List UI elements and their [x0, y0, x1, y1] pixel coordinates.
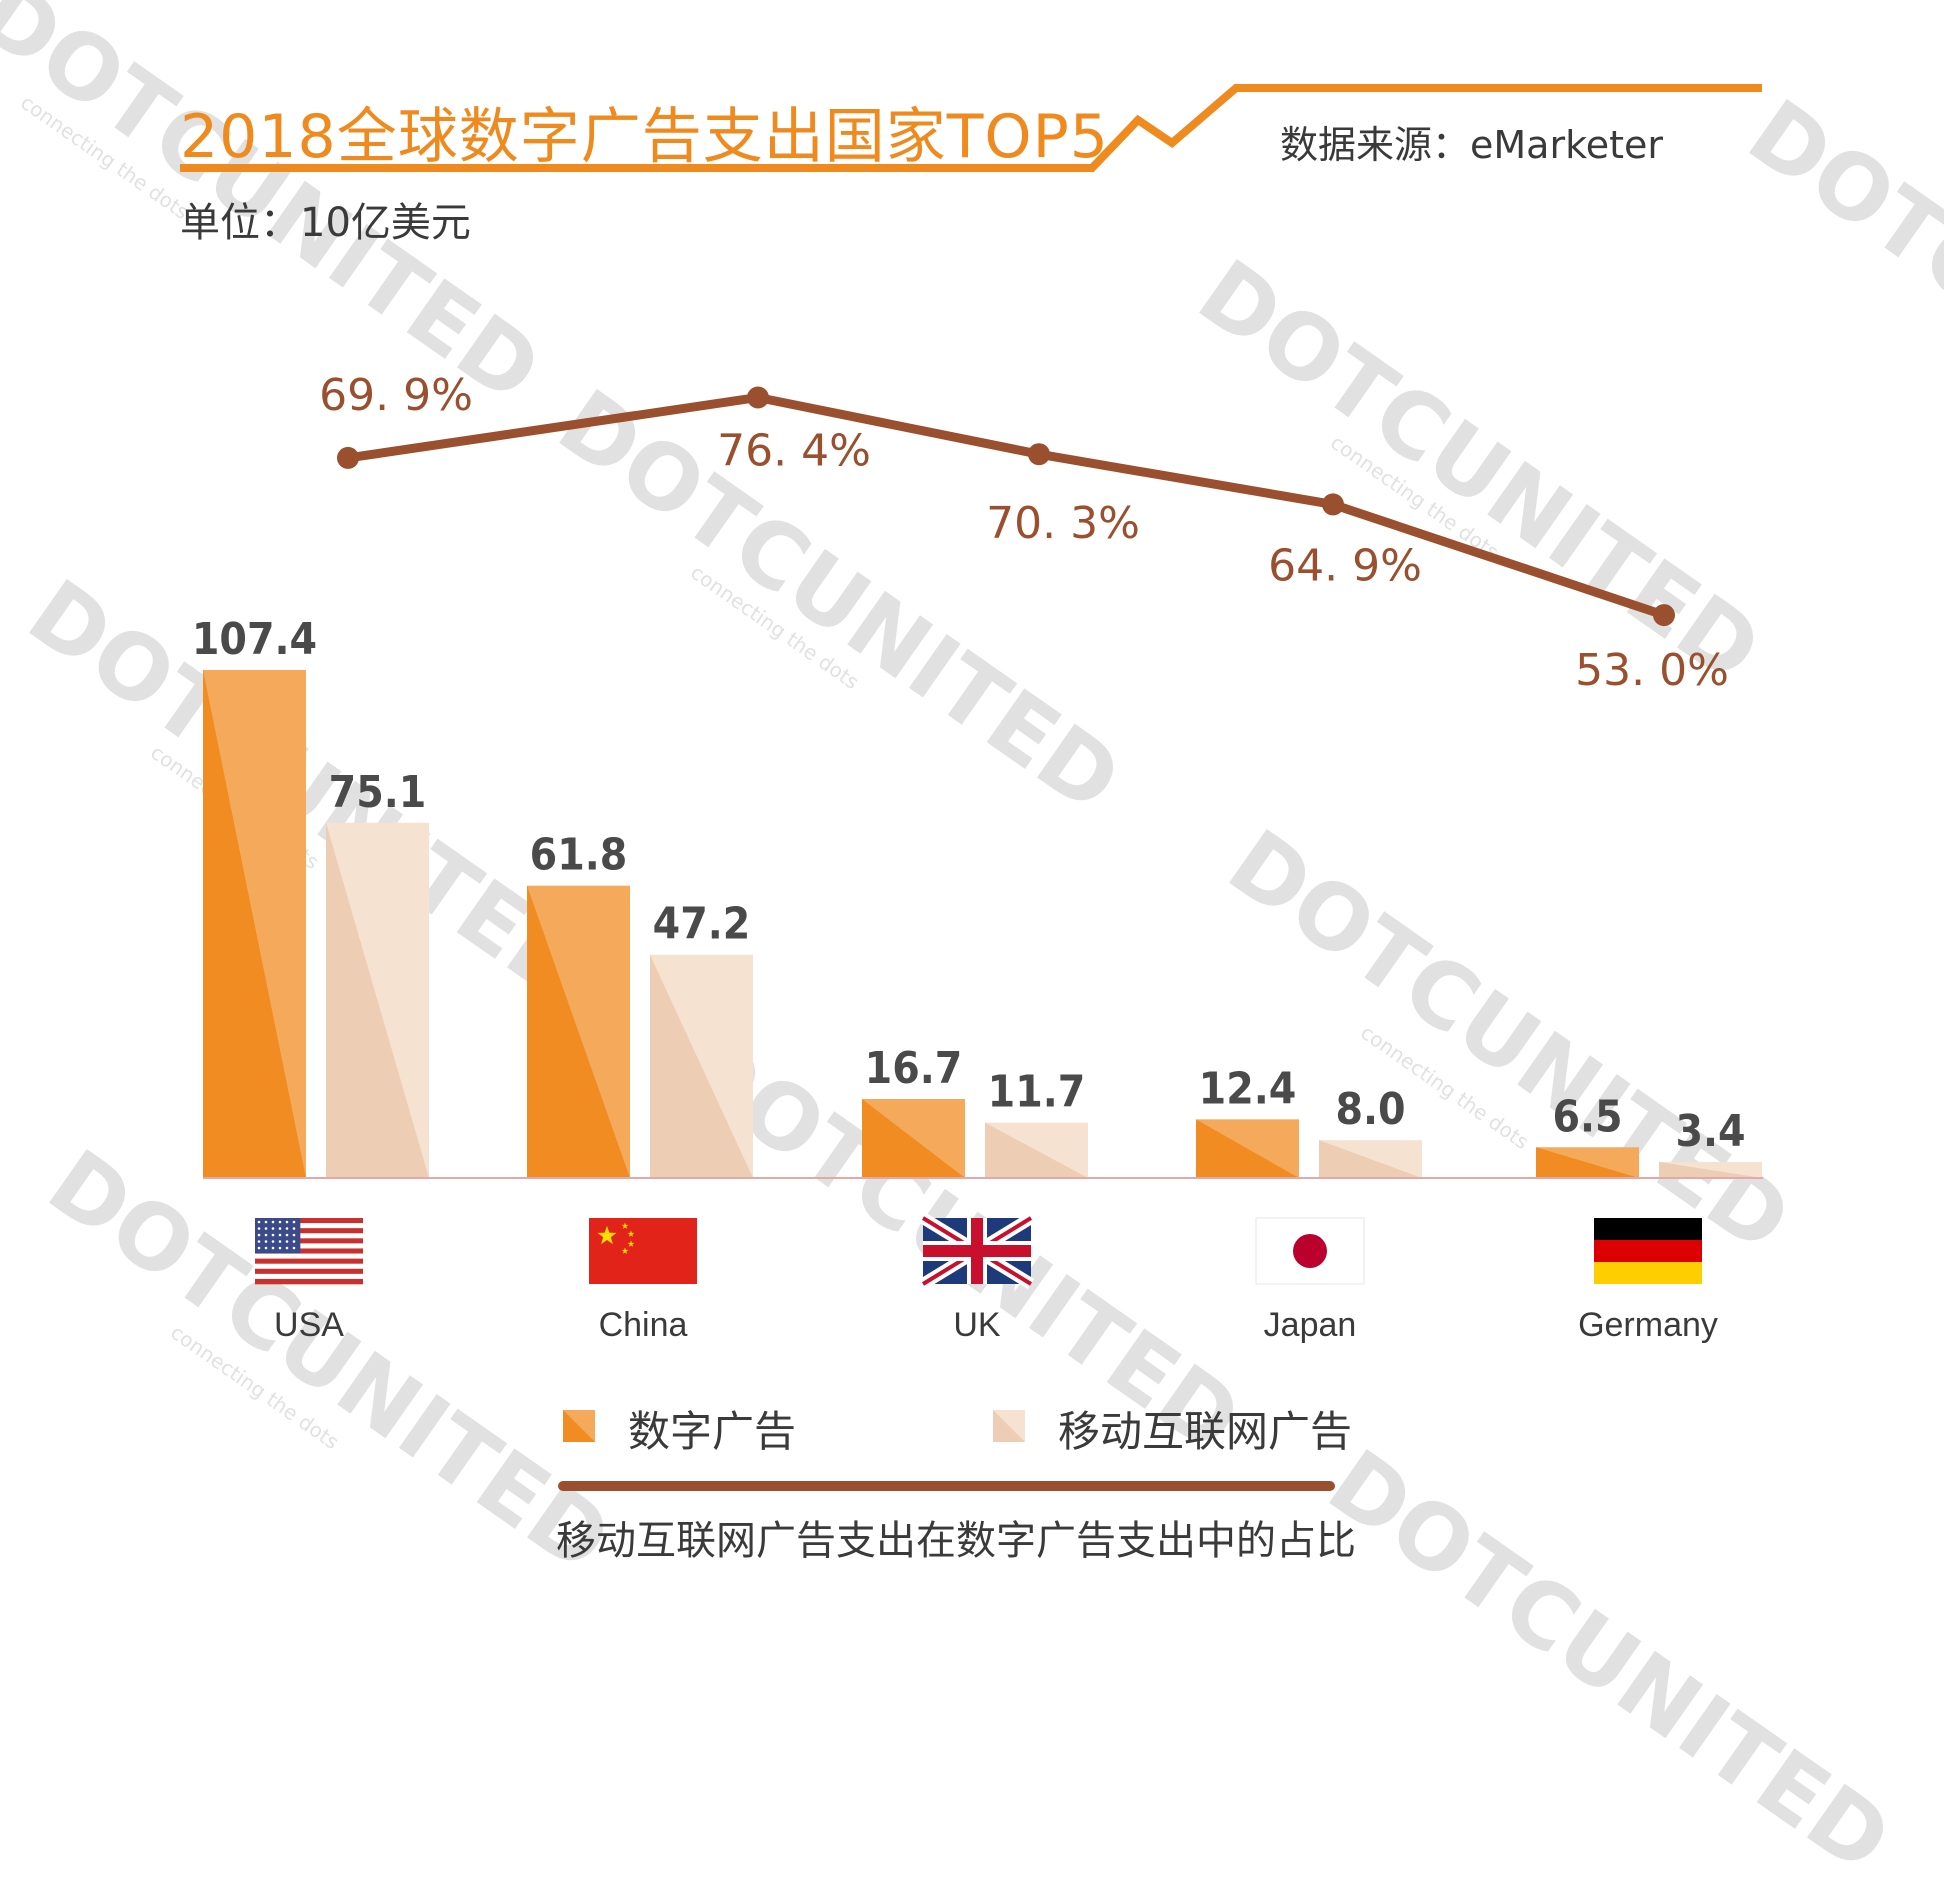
bars-group	[203, 669, 1762, 1178]
share-label-usa: 69. 9%	[319, 370, 473, 421]
mobile-bar-germany	[1659, 1161, 1762, 1178]
digital-bar-germany	[1536, 1147, 1639, 1178]
mobile-bar-china	[650, 954, 753, 1178]
mobile-bar-uk	[985, 1122, 1088, 1178]
share-label-uk: 70. 3%	[986, 498, 1140, 549]
category-label-japan: Japan	[1263, 1306, 1357, 1344]
share-point-china	[747, 386, 769, 409]
digital-value-label-japan: 12.4	[1199, 1063, 1297, 1114]
japan-flag-icon	[1255, 1217, 1365, 1285]
share-line-group: 69. 9% 76. 4% 70. 3% 64. 9% 53. 0%	[319, 370, 1729, 696]
category-label-china: China	[598, 1306, 688, 1344]
digital-value-label-china: 61.8	[530, 830, 628, 881]
digital-value-label-germany: 6.5	[1552, 1091, 1622, 1142]
legend-line-label: 移动互联网广告支出在数字广告支出中的占比	[556, 1518, 1356, 1564]
uk-flag-icon	[919, 1212, 1035, 1290]
share-label-japan: 64. 9%	[1268, 540, 1422, 591]
chart-title: 2018全球数字广告支出国家TOP5	[180, 102, 1109, 172]
share-label-china: 76. 4%	[717, 425, 871, 476]
chart-plot: 107.4 75.1 61.8 47.2 16.7 11.7 12.4 8.0 6.5 3.4 6…	[191, 369, 1763, 1290]
share-label-germany: 53. 0%	[1575, 645, 1729, 696]
digital-bar-china	[527, 885, 630, 1178]
china-flag-icon	[589, 1218, 697, 1284]
category-label-usa: USA	[274, 1306, 344, 1344]
legend-digital-swatch	[563, 1410, 595, 1442]
flags-group	[255, 1212, 1702, 1290]
digital-bar-uk	[862, 1099, 965, 1178]
source-label: 数据来源：eMarketer	[1280, 123, 1664, 167]
legend-digital-label: 数字广告	[628, 1407, 797, 1456]
legend-mobile-label: 移动互联网广告	[1058, 1407, 1353, 1456]
bar-labels-group: 107.4 75.1 61.8 47.2 16.7 11.7 12.4 8.0 6.5 3.4	[192, 614, 1746, 1157]
digital-value-label-uk: 16.7	[865, 1043, 963, 1094]
mobile-value-label-germany: 3.4	[1675, 1106, 1745, 1157]
share-point-japan	[1322, 493, 1344, 516]
title-underline-decoration	[180, 84, 1762, 172]
mobile-value-label-usa: 75.1	[329, 767, 427, 818]
category-label-germany: Germany	[1578, 1306, 1718, 1344]
digital-bar-japan	[1196, 1119, 1299, 1178]
mobile-bar-usa	[326, 822, 429, 1178]
share-point-germany	[1653, 604, 1675, 627]
mobile-bar-japan	[1319, 1140, 1422, 1178]
mobile-value-label-uk: 11.7	[988, 1067, 1086, 1118]
usa-flag-icon	[255, 1218, 363, 1285]
digital-bar-usa	[203, 669, 306, 1178]
mobile-value-label-china: 47.2	[653, 899, 751, 950]
mobile-value-label-japan: 8.0	[1335, 1084, 1405, 1135]
unit-label: 单位：10亿美元	[180, 200, 471, 246]
share-point-usa	[337, 446, 359, 469]
legend-swatches	[558, 1410, 1335, 1491]
share-point-uk	[1028, 443, 1050, 466]
digital-value-label-usa: 107.4	[192, 614, 317, 665]
legend-mobile-swatch	[993, 1410, 1025, 1442]
category-label-uk: UK	[953, 1306, 1001, 1344]
germany-flag-icon	[1594, 1218, 1702, 1284]
